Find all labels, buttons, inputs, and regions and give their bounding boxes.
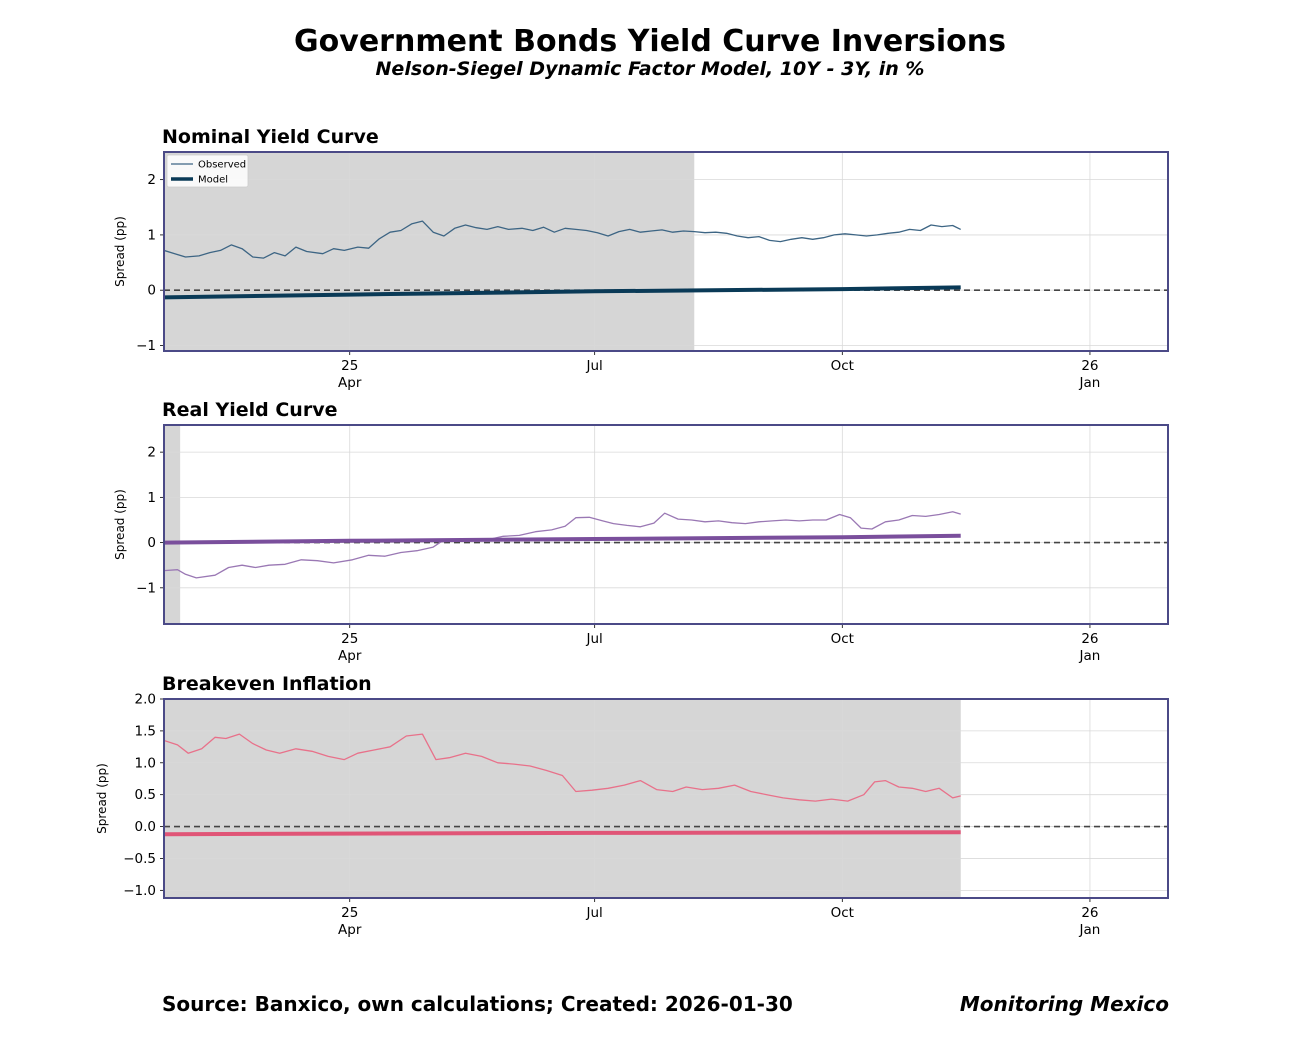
y-tick-label: −1 — [136, 580, 156, 596]
y-tick-label: −0.5 — [123, 851, 156, 867]
y-tick-label: 0 — [147, 283, 156, 299]
x-tick-label-line: Oct — [831, 631, 854, 647]
chart-title: Government Bonds Yield Curve Inversions — [294, 24, 1006, 59]
series-group — [164, 220, 961, 300]
observed-series-line — [164, 511, 961, 579]
x-tick-label: Oct — [831, 631, 854, 647]
observed-series-line — [164, 220, 961, 259]
x-tick-label-line: 25 — [341, 905, 358, 921]
legend: Observed Model — [166, 154, 249, 188]
x-tick-label-line: 25 — [341, 631, 358, 647]
panel-frame — [163, 698, 1169, 899]
y-tick-label: 1.0 — [135, 755, 156, 771]
panel-3: Breakeven Inflation −1.0 −0.5 0.0 0.5 1.0 1.5 2… — [95, 673, 1169, 938]
x-tick-label-line: 25 — [341, 358, 358, 374]
y-axis-label: Spread (pp) — [95, 763, 109, 834]
y-tick-label: 2 — [147, 445, 156, 461]
shaded-period — [164, 425, 181, 624]
x-tick-label-line: Jan — [1079, 648, 1101, 664]
footer-source: Source: Banxico, own calculations; Creat… — [162, 992, 793, 1016]
x-tick-label-line: Jan — [1079, 375, 1101, 391]
panel-title: Breakeven Inflation — [162, 673, 372, 695]
panel-title: Real Yield Curve — [162, 399, 337, 421]
y-tick-label: 2 — [147, 172, 156, 188]
y-tick-label: −1.0 — [123, 883, 156, 899]
y-tick-label: 0.5 — [135, 787, 156, 803]
y-axis-label: Spread (pp) — [113, 216, 127, 287]
x-tick-label-line: Jan — [1079, 922, 1101, 938]
x-tick-label: 26 Jan — [1079, 358, 1101, 391]
x-tick-label: Oct — [831, 358, 854, 374]
y-axis-label: Spread (pp) — [113, 489, 127, 560]
y-tick-label: 1 — [147, 227, 156, 243]
model-series-line — [164, 285, 961, 300]
x-tick-label-line: 26 — [1081, 905, 1098, 921]
x-tick-label-line: Oct — [831, 358, 854, 374]
shaded-period — [164, 152, 695, 351]
x-tick-label: 25 Apr — [338, 358, 362, 391]
footer-brand: Monitoring Mexico — [959, 992, 1169, 1016]
x-tick-label-line: Jul — [586, 358, 603, 374]
model-series-line — [164, 830, 961, 837]
x-tick-label: Jul — [586, 905, 603, 921]
x-tick-label: Jul — [586, 631, 603, 647]
x-tick-label-line: Apr — [338, 648, 362, 664]
x-tick-label-line: Apr — [338, 922, 362, 938]
panel-2: Real Yield Curve −1 0 1 2 25 Apr Jul Oct 26 Jan Spr… — [113, 399, 1169, 664]
y-tick-label: 1 — [147, 490, 156, 506]
x-tick-label-line: 26 — [1081, 631, 1098, 647]
x-tick-label: 25 Apr — [338, 631, 362, 664]
y-tick-label: 2.0 — [135, 692, 156, 708]
x-tick-label-line: Jul — [586, 631, 603, 647]
series-group — [164, 511, 961, 579]
x-tick-label: 25 Apr — [338, 905, 362, 938]
shaded-period — [164, 699, 961, 898]
observed-series-line — [164, 733, 961, 802]
x-tick-label-line: 26 — [1081, 358, 1098, 374]
panel-frame — [163, 424, 1169, 625]
x-tick-label: Oct — [831, 905, 854, 921]
panel-1: Nominal Yield Curve −1 0 1 2 25 Apr Jul Oct 26 Jan… — [113, 126, 1169, 391]
x-tick-label: 26 Jan — [1079, 905, 1101, 938]
series-group — [164, 733, 961, 837]
panel-title: Nominal Yield Curve — [162, 126, 379, 148]
model-series-line — [164, 533, 961, 545]
x-tick-label-line: Oct — [831, 905, 854, 921]
panel-frame — [163, 151, 1169, 352]
x-tick-label: Jul — [586, 358, 603, 374]
y-tick-label: 0.0 — [135, 819, 156, 835]
chart-subtitle: Nelson-Siegel Dynamic Factor Model, 10Y … — [375, 58, 925, 80]
x-tick-label-line: Apr — [338, 375, 362, 391]
x-tick-label: 26 Jan — [1079, 631, 1101, 664]
y-tick-label: 0 — [147, 535, 156, 551]
x-tick-label-line: Jul — [586, 905, 603, 921]
legend-label: Observed — [198, 160, 246, 171]
y-tick-label: −1 — [136, 338, 156, 354]
y-tick-label: 1.5 — [135, 723, 156, 739]
legend-label: Model — [198, 175, 228, 186]
